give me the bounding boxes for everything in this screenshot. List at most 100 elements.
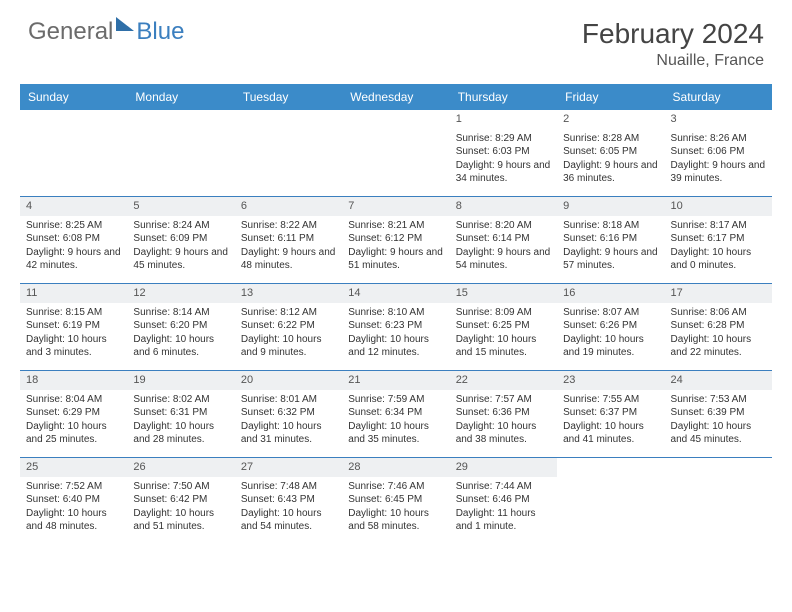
sunset-line: Sunset: 6:20 PM xyxy=(133,319,228,333)
empty-cell xyxy=(235,110,342,196)
sunset-line: Sunset: 6:19 PM xyxy=(26,319,121,333)
sunset-line: Sunset: 6:45 PM xyxy=(348,493,443,507)
daylight-line: Daylight: 9 hours and 48 minutes. xyxy=(241,246,336,273)
sunset-line: Sunset: 6:28 PM xyxy=(671,319,766,333)
sunset-line: Sunset: 6:39 PM xyxy=(671,406,766,420)
day-number: 5 xyxy=(127,197,234,216)
sunrise-line: Sunrise: 8:15 AM xyxy=(26,306,121,320)
sunrise-line: Sunrise: 7:57 AM xyxy=(456,393,551,407)
day-number: 7 xyxy=(342,197,449,216)
header: General Blue February 2024 Nuaille, Fran… xyxy=(0,0,792,78)
week-row: 18Sunrise: 8:04 AMSunset: 6:29 PMDayligh… xyxy=(20,370,772,457)
sunrise-line: Sunrise: 7:50 AM xyxy=(133,480,228,494)
day-number: 28 xyxy=(342,458,449,477)
day-cell: 18Sunrise: 8:04 AMSunset: 6:29 PMDayligh… xyxy=(20,371,127,457)
day-cell: 24Sunrise: 7:53 AMSunset: 6:39 PMDayligh… xyxy=(665,371,772,457)
daylight-line: Daylight: 9 hours and 45 minutes. xyxy=(133,246,228,273)
sunset-line: Sunset: 6:43 PM xyxy=(241,493,336,507)
sunset-line: Sunset: 6:42 PM xyxy=(133,493,228,507)
sunrise-line: Sunrise: 8:02 AM xyxy=(133,393,228,407)
daylight-line: Daylight: 10 hours and 12 minutes. xyxy=(348,333,443,360)
daylight-line: Daylight: 10 hours and 25 minutes. xyxy=(26,420,121,447)
sunset-line: Sunset: 6:03 PM xyxy=(456,145,551,159)
daylight-line: Daylight: 9 hours and 39 minutes. xyxy=(671,159,766,186)
sunset-line: Sunset: 6:34 PM xyxy=(348,406,443,420)
daylight-line: Daylight: 10 hours and 19 minutes. xyxy=(563,333,658,360)
week-row: 4Sunrise: 8:25 AMSunset: 6:08 PMDaylight… xyxy=(20,196,772,283)
sunrise-line: Sunrise: 7:52 AM xyxy=(26,480,121,494)
daylight-line: Daylight: 9 hours and 57 minutes. xyxy=(563,246,658,273)
daylight-line: Daylight: 9 hours and 36 minutes. xyxy=(563,159,658,186)
sunrise-line: Sunrise: 7:44 AM xyxy=(456,480,551,494)
day-cell: 2Sunrise: 8:28 AMSunset: 6:05 PMDaylight… xyxy=(557,110,664,196)
day-number: 3 xyxy=(665,110,772,129)
daylight-line: Daylight: 11 hours and 1 minute. xyxy=(456,507,551,534)
day-number: 16 xyxy=(557,284,664,303)
empty-cell xyxy=(342,110,449,196)
sunrise-line: Sunrise: 8:17 AM xyxy=(671,219,766,233)
sunrise-line: Sunrise: 8:04 AM xyxy=(26,393,121,407)
day-cell: 19Sunrise: 8:02 AMSunset: 6:31 PMDayligh… xyxy=(127,371,234,457)
day-number: 18 xyxy=(20,371,127,390)
calendar: SundayMondayTuesdayWednesdayThursdayFrid… xyxy=(20,84,772,544)
brand-part2: Blue xyxy=(136,18,184,46)
daylight-line: Daylight: 10 hours and 38 minutes. xyxy=(456,420,551,447)
sunset-line: Sunset: 6:22 PM xyxy=(241,319,336,333)
day-cell: 10Sunrise: 8:17 AMSunset: 6:17 PMDayligh… xyxy=(665,197,772,283)
weekday-monday: Monday xyxy=(127,84,234,110)
sunset-line: Sunset: 6:46 PM xyxy=(456,493,551,507)
day-number: 6 xyxy=(235,197,342,216)
sunrise-line: Sunrise: 8:21 AM xyxy=(348,219,443,233)
sunset-line: Sunset: 6:09 PM xyxy=(133,232,228,246)
sunset-line: Sunset: 6:08 PM xyxy=(26,232,121,246)
brand-logo: General Blue xyxy=(28,18,184,46)
daylight-line: Daylight: 9 hours and 51 minutes. xyxy=(348,246,443,273)
day-cell: 29 Sunrise: 7:44 AMSunset: 6:46 PMDayligh… xyxy=(450,458,557,544)
empty-cell xyxy=(20,110,127,196)
sunrise-line: Sunrise: 8:18 AM xyxy=(563,219,658,233)
day-number: 23 xyxy=(557,371,664,390)
sunset-line: Sunset: 6:36 PM xyxy=(456,406,551,420)
brand-sail-icon xyxy=(116,17,134,31)
day-cell: 14Sunrise: 8:10 AMSunset: 6:23 PMDayligh… xyxy=(342,284,449,370)
sunrise-line: Sunrise: 8:01 AM xyxy=(241,393,336,407)
daylight-line: Daylight: 9 hours and 34 minutes. xyxy=(456,159,551,186)
sunset-line: Sunset: 6:32 PM xyxy=(241,406,336,420)
day-cell: 15Sunrise: 8:09 AMSunset: 6:25 PMDayligh… xyxy=(450,284,557,370)
sunset-line: Sunset: 6:25 PM xyxy=(456,319,551,333)
daylight-line: Daylight: 10 hours and 51 minutes. xyxy=(133,507,228,534)
sunrise-line: Sunrise: 7:55 AM xyxy=(563,393,658,407)
sunrise-line: Sunrise: 8:24 AM xyxy=(133,219,228,233)
daylight-line: Daylight: 10 hours and 3 minutes. xyxy=(26,333,121,360)
weeks-container: 1Sunrise: 8:29 AMSunset: 6:03 PMDaylight… xyxy=(20,110,772,544)
sunrise-line: Sunrise: 8:14 AM xyxy=(133,306,228,320)
daylight-line: Daylight: 10 hours and 54 minutes. xyxy=(241,507,336,534)
day-number: 12 xyxy=(127,284,234,303)
sunrise-line: Sunrise: 7:53 AM xyxy=(671,393,766,407)
sunset-line: Sunset: 6:14 PM xyxy=(456,232,551,246)
daylight-line: Daylight: 10 hours and 22 minutes. xyxy=(671,333,766,360)
day-number: 11 xyxy=(20,284,127,303)
sunrise-line: Sunrise: 8:10 AM xyxy=(348,306,443,320)
day-number: 15 xyxy=(450,284,557,303)
sunset-line: Sunset: 6:31 PM xyxy=(133,406,228,420)
day-number: 21 xyxy=(342,371,449,390)
day-number: 19 xyxy=(127,371,234,390)
daylight-line: Daylight: 9 hours and 54 minutes. xyxy=(456,246,551,273)
day-number: 29 xyxy=(450,458,557,477)
day-cell: 23Sunrise: 7:55 AMSunset: 6:37 PMDayligh… xyxy=(557,371,664,457)
sunset-line: Sunset: 6:06 PM xyxy=(671,145,766,159)
week-row: 1Sunrise: 8:29 AMSunset: 6:03 PMDaylight… xyxy=(20,110,772,196)
day-cell: 17Sunrise: 8:06 AMSunset: 6:28 PMDayligh… xyxy=(665,284,772,370)
day-cell: 3Sunrise: 8:26 AMSunset: 6:06 PMDaylight… xyxy=(665,110,772,196)
day-number: 1 xyxy=(450,110,557,129)
day-number: 4 xyxy=(20,197,127,216)
day-number: 13 xyxy=(235,284,342,303)
day-cell: 16Sunrise: 8:07 AMSunset: 6:26 PMDayligh… xyxy=(557,284,664,370)
month-title: February 2024 xyxy=(582,18,764,50)
day-number: 10 xyxy=(665,197,772,216)
sunset-line: Sunset: 6:12 PM xyxy=(348,232,443,246)
empty-cell xyxy=(665,458,772,544)
weekday-sunday: Sunday xyxy=(20,84,127,110)
daylight-line: Daylight: 9 hours and 42 minutes. xyxy=(26,246,121,273)
